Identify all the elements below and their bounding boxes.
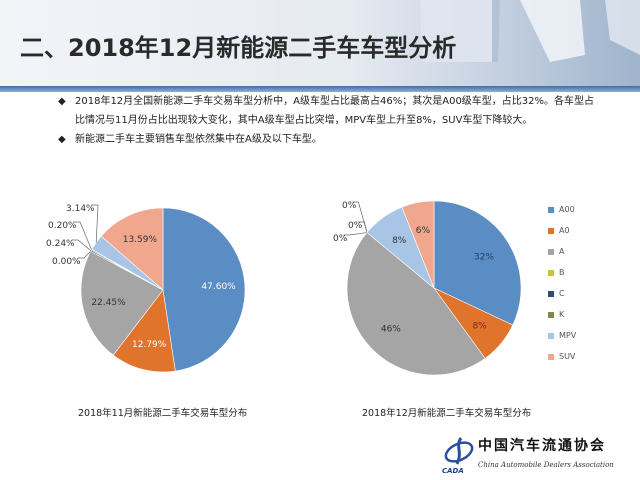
leader-line — [74, 221, 92, 250]
pie-slice-a — [80, 250, 164, 356]
data-label-a0: 8% — [472, 322, 487, 332]
legend-item-k: K — [548, 304, 576, 325]
chart-caption-dec: 2018年12月新能源二手车交易车型分布 — [362, 408, 532, 419]
chart-caption-nov: 2018年11月新能源二手车交易车型分布 — [78, 408, 248, 419]
legend-item-a: A — [548, 241, 576, 262]
diamond-icon: ◆ — [58, 134, 66, 145]
cada-emblem-icon — [444, 437, 474, 465]
legend-swatch — [548, 227, 554, 234]
legend-item-suv: SUV — [548, 346, 576, 367]
data-label-mpv: 3.14% — [66, 204, 95, 214]
legend-swatch — [548, 290, 554, 297]
bullet-text: 新能源二手车主要销售车型依然集中在A级及以下车型。 — [75, 134, 322, 145]
legend-label: A00 — [559, 205, 575, 214]
legend-swatch — [548, 248, 554, 255]
data-label-b: 0% — [333, 234, 348, 244]
legend-item-a00: A00 — [548, 199, 576, 220]
pie-slice-suv — [401, 200, 435, 289]
legend-swatch — [548, 311, 554, 318]
data-label-a0: 12.79% — [132, 340, 167, 350]
data-label-suv: 13.59% — [123, 235, 158, 245]
bullet-text: 2018年12月全国新能源二手车交易车型分析中，A级车型占比最高占46%；其次是… — [75, 96, 595, 126]
legend-item-b: B — [548, 262, 576, 283]
page-title: 二、2018年12月新能源二手车车型分析 — [20, 34, 457, 62]
header-stripe — [0, 86, 640, 92]
data-label-k: 0% — [342, 201, 357, 211]
data-label-a: 22.45% — [91, 298, 126, 308]
data-label-a00: 47.60% — [201, 282, 236, 292]
data-label-c: 0% — [348, 221, 363, 231]
leader-line — [78, 251, 91, 259]
legend-item-mpv: MPV — [548, 325, 576, 346]
header-decoration — [420, 0, 640, 62]
leader-line — [343, 232, 368, 236]
legend-label: C — [559, 289, 565, 298]
leader-line — [92, 204, 99, 243]
legend-label: B — [559, 268, 565, 277]
data-label-suv: 6% — [416, 226, 431, 236]
legend-label: MPV — [559, 331, 577, 340]
logo-name-en: China Automobile Dealers Association — [478, 461, 614, 469]
data-label-a: 46% — [381, 324, 401, 334]
legend-label: A — [559, 247, 565, 256]
cada-logo: CADA 中国汽车流通协会 China Automobile Dealers A… — [440, 436, 640, 480]
bullet-item: ◆ 新能源二手车主要销售车型依然集中在A级及以下车型。 — [55, 130, 595, 149]
legend-label: K — [559, 310, 565, 319]
legend-swatch — [548, 353, 554, 360]
data-label-k: 0.20% — [48, 221, 77, 231]
pie-slice-a — [346, 232, 486, 376]
data-label-c: 0.24% — [46, 239, 75, 249]
data-label-b: 0.00% — [52, 257, 81, 267]
pie-slice-a00 — [433, 200, 522, 326]
leader-line — [352, 201, 368, 233]
pie-slice-a0 — [112, 289, 176, 373]
pie-slice-suv — [100, 207, 164, 291]
legend-swatch — [548, 269, 554, 276]
pie-slice-a00 — [162, 207, 246, 372]
logo-name-cn: 中国汽车流通协会 — [478, 438, 606, 454]
header-banner: 二、2018年12月新能源二手车车型分析 — [0, 0, 640, 88]
summary-bullets: ◆ 2018年12月全国新能源二手车交易车型分析中，A级车型占比最高占46%；其… — [55, 92, 595, 149]
legend-label: SUV — [559, 352, 576, 361]
leader-line — [72, 239, 92, 251]
legend-swatch — [548, 206, 554, 213]
legend-label: A0 — [559, 226, 570, 235]
legend-swatch — [548, 332, 554, 339]
legend-item-c: C — [548, 283, 576, 304]
bullet-item: ◆ 2018年12月全国新能源二手车交易车型分析中，A级车型占比最高占46%；其… — [55, 92, 595, 130]
logo-abbr: CADA — [442, 467, 464, 475]
data-label-mpv: 8% — [392, 236, 407, 246]
diamond-icon: ◆ — [58, 96, 66, 107]
chart-legend: A00 A0 A B C K MPV SUV — [548, 199, 576, 367]
legend-item-a0: A0 — [548, 220, 576, 241]
data-label-a00: 32% — [474, 252, 494, 262]
